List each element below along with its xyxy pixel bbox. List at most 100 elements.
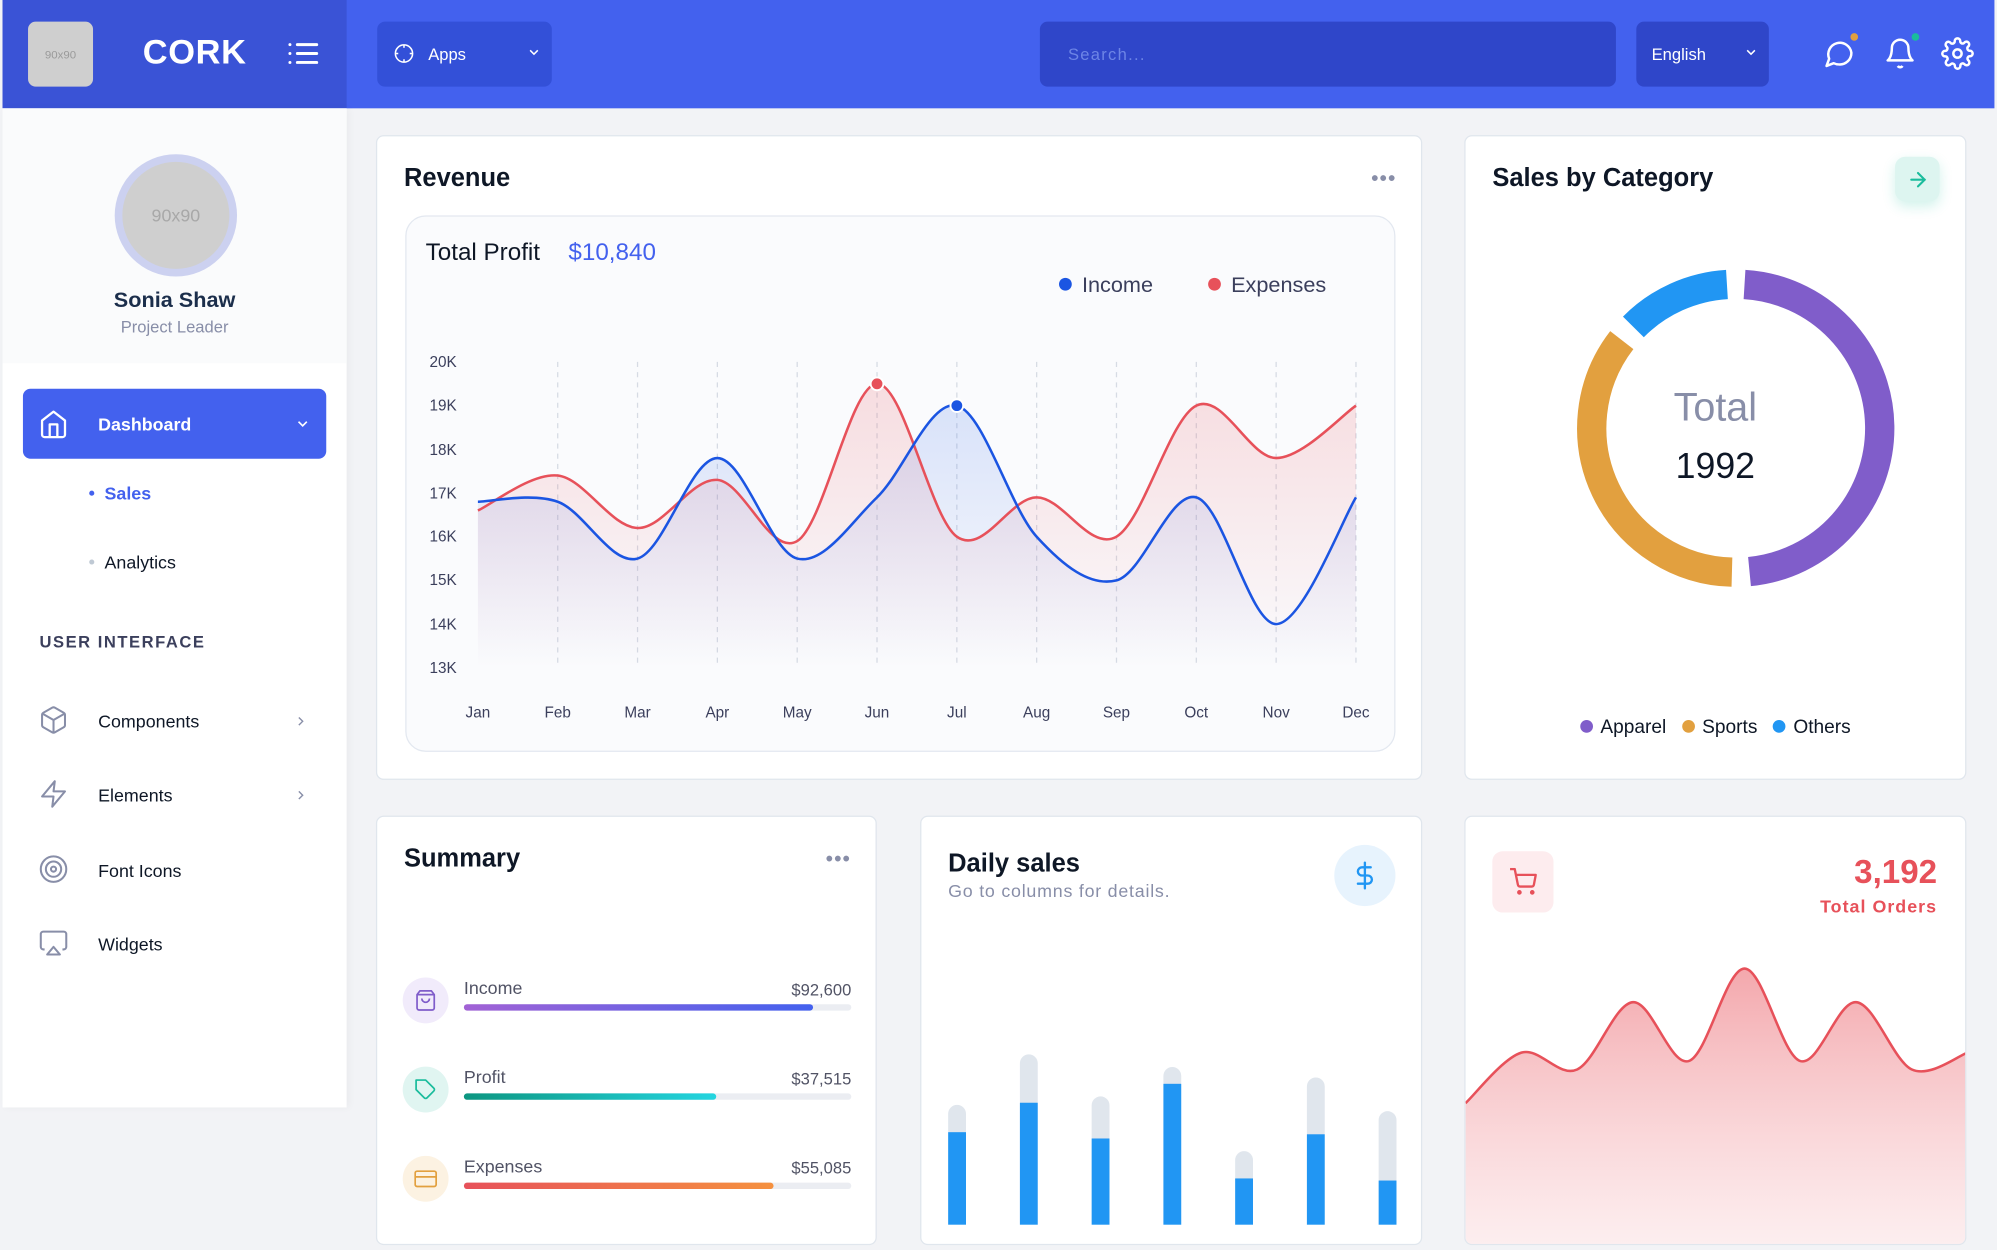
- sidebar-item-elements[interactable]: Elements: [23, 768, 326, 819]
- zap-icon: [38, 779, 69, 816]
- notification-dot: [1850, 33, 1859, 41]
- chevron-right-icon: [293, 786, 308, 809]
- bell-icon[interactable]: [1884, 33, 1920, 70]
- x-tick-label: Jan: [465, 703, 491, 722]
- brand-name[interactable]: CORK: [142, 33, 247, 72]
- shopping-cart-icon[interactable]: [1492, 851, 1554, 913]
- card-title: Summary: [403, 844, 521, 873]
- avatar[interactable]: 90x90: [114, 154, 238, 277]
- total-profit-label: Total Profit: [425, 239, 541, 267]
- y-tick-label: 18K: [429, 440, 457, 459]
- bar-remaining: [1378, 1111, 1397, 1189]
- logo[interactable]: 90x90: [28, 21, 94, 87]
- sidebar-item-widgets[interactable]: Widgets: [23, 918, 326, 969]
- revenue-card: Revenue ••• Total Profit $10,840 Income …: [375, 135, 1423, 780]
- y-tick-label: 13K: [429, 658, 457, 677]
- more-options-icon[interactable]: •••: [825, 848, 852, 871]
- apps-dropdown[interactable]: Apps: [377, 21, 552, 87]
- card-title: Daily sales: [948, 850, 1080, 879]
- language-label: English: [1651, 44, 1706, 64]
- bar-sales: [948, 1132, 966, 1225]
- peak-point-expenses: [869, 376, 885, 392]
- sidebar-subitem-analytics[interactable]: Analytics: [104, 551, 176, 573]
- chevron-down-icon: [526, 45, 541, 64]
- sidebar-toggle-icon[interactable]: [285, 36, 321, 72]
- sidebar-item-label: Widgets: [98, 934, 163, 955]
- legend-dot: [1681, 720, 1695, 733]
- sidebar-item-label: Elements: [98, 785, 173, 806]
- language-dropdown[interactable]: English: [1636, 21, 1769, 87]
- legend-dot: [1579, 720, 1593, 733]
- legend-label: Apparel: [1600, 716, 1667, 738]
- apps-label: Apps: [428, 44, 466, 64]
- brand-area: 90x90 CORK: [2, 0, 347, 109]
- top-navbar: 90x90 CORK Apps English: [2, 0, 1995, 109]
- legend-apparel[interactable]: Apparel: [1579, 716, 1667, 738]
- summary-card: Summary ••• Income $92,600 Profit $37,51…: [375, 815, 877, 1246]
- loader-icon: [393, 42, 416, 69]
- card-title: Revenue: [403, 164, 511, 193]
- search-input[interactable]: [1039, 21, 1616, 87]
- section-heading: USER INTERFACE: [39, 632, 206, 652]
- legend-label: Expenses: [1231, 272, 1327, 297]
- peak-point-income: [949, 398, 965, 413]
- y-tick-label: 20K: [429, 353, 457, 371]
- legend-dot: [1208, 277, 1221, 291]
- chevron-down-icon: [1743, 45, 1758, 64]
- legend-dot: [1059, 277, 1072, 291]
- legend-expenses[interactable]: Expenses: [1208, 273, 1326, 298]
- progress-track: [463, 1004, 852, 1011]
- target-icon: [38, 854, 69, 891]
- box-icon: [38, 705, 69, 742]
- sidebar-item-components[interactable]: Components: [23, 695, 326, 746]
- y-tick-label: 17K: [429, 484, 457, 502]
- revenue-line-chart: [477, 361, 1358, 668]
- sidebar-item-dashboard[interactable]: Dashboard: [22, 388, 327, 459]
- progress-track: [463, 1093, 852, 1100]
- more-options-icon[interactable]: •••: [1371, 168, 1397, 190]
- progress-fill: [463, 1182, 774, 1190]
- legend-label: Sports: [1702, 716, 1758, 738]
- y-tick-label: 14K: [429, 615, 457, 633]
- x-tick-label: Feb: [544, 703, 571, 722]
- legend-dot: [1772, 720, 1786, 733]
- gear-icon[interactable]: [1941, 37, 1974, 70]
- message-icon[interactable]: [1822, 33, 1859, 70]
- sidebar-item-label: Dashboard: [98, 414, 192, 435]
- summary-value: $92,600: [791, 980, 852, 1000]
- home-icon: [38, 409, 69, 446]
- y-tick-label: 19K: [429, 396, 457, 415]
- daily-sales-card: Daily sales Go to columns for details.: [920, 815, 1423, 1246]
- progress-fill: [463, 1004, 813, 1011]
- revenue-chart-panel: Total Profit $10,840 Income Expenses 20K…: [405, 215, 1396, 752]
- orders-line: [1465, 967, 1966, 1105]
- x-tick-label: Jun: [864, 703, 890, 722]
- x-tick-label: Sep: [1102, 703, 1131, 722]
- legend-income[interactable]: Income: [1059, 273, 1153, 298]
- x-tick-label: May: [782, 703, 812, 722]
- shopping-bag-icon: [402, 977, 449, 1024]
- x-tick-label: Mar: [624, 703, 651, 722]
- total-profit-value: $10,840: [568, 239, 656, 267]
- x-tick-label: Oct: [1184, 703, 1209, 722]
- donut-total-label: Total: [1673, 384, 1758, 430]
- user-name: Sonia Shaw: [113, 288, 236, 313]
- avatar-placeholder: 90x90: [122, 161, 230, 269]
- card-subtitle: Go to columns for details.: [948, 880, 1171, 902]
- daily-sales-bar-chart: [948, 1054, 1397, 1225]
- legend-sports[interactable]: Sports: [1681, 716, 1758, 738]
- sidebar-item-label: Font Icons: [98, 860, 182, 881]
- legend-others[interactable]: Others: [1772, 716, 1851, 738]
- bar-sales: [1163, 1083, 1182, 1225]
- orders-area: [1465, 968, 1966, 1244]
- dollar-icon[interactable]: [1334, 844, 1396, 907]
- sidebar-subitem-sales[interactable]: Sales: [104, 482, 152, 504]
- summary-row-expenses: Expenses $55,085: [402, 1155, 852, 1207]
- legend-label: Income: [1081, 272, 1154, 297]
- y-tick-label: 15K: [429, 571, 457, 590]
- summary-label: Profit: [463, 1066, 506, 1088]
- total-orders-card: 3,192 Total Orders: [1464, 815, 1967, 1246]
- sidebar-item-font-icons[interactable]: Font Icons: [23, 844, 326, 895]
- arrow-right-icon[interactable]: [1895, 156, 1940, 202]
- x-tick-label: Nov: [1262, 703, 1290, 722]
